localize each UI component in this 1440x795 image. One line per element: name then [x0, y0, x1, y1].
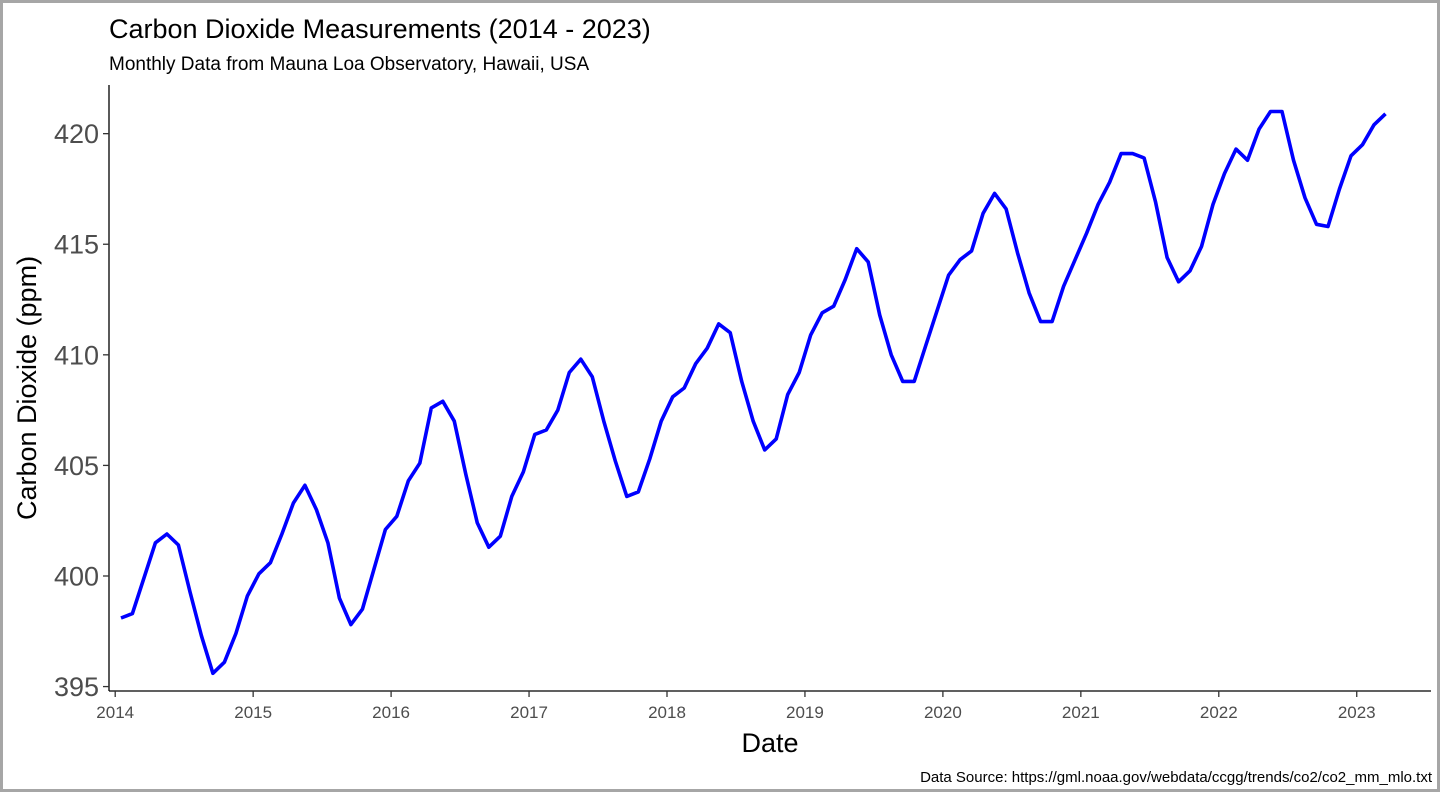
y-tick-label: 405 [54, 451, 99, 481]
x-tick-label: 2021 [1062, 703, 1100, 722]
chart-title: Carbon Dioxide Measurements (2014 - 2023… [109, 14, 651, 44]
x-tick-label: 2018 [648, 703, 686, 722]
x-tick-label: 2022 [1200, 703, 1238, 722]
data-source-caption: Data Source: https://gml.noaa.gov/webdat… [920, 769, 1433, 786]
y-tick-label: 395 [54, 672, 99, 702]
x-tick-label: 2016 [372, 703, 410, 722]
y-tick-label: 400 [54, 561, 99, 591]
y-axis-title: Carbon Dioxide (ppm) [12, 256, 42, 520]
x-tick-label: 2020 [924, 703, 962, 722]
axes [108, 85, 1431, 692]
series-line [120, 109, 1387, 676]
x-tick-label: 2017 [510, 703, 548, 722]
x-tick-label: 2014 [96, 703, 134, 722]
x-tick-label: 2015 [234, 703, 272, 722]
co2-line-chart: Carbon Dioxide Measurements (2014 - 2023… [12, 14, 1433, 786]
y-ticks: 395 400 405 410 415 420 [54, 119, 109, 702]
x-tick-label: 2019 [786, 703, 824, 722]
x-ticks: 2014 2015 2016 2017 2018 2019 2020 2021 2022 2023 [96, 691, 1376, 722]
y-tick-label: 415 [54, 230, 99, 260]
x-axis-title: Date [741, 728, 798, 758]
y-tick-label: 420 [54, 119, 99, 149]
chart-subtitle: Monthly Data from Mauna Loa Observatory,… [109, 54, 589, 75]
plot-area [120, 109, 1387, 676]
x-tick-label: 2023 [1338, 703, 1376, 722]
y-tick-label: 410 [54, 340, 99, 370]
